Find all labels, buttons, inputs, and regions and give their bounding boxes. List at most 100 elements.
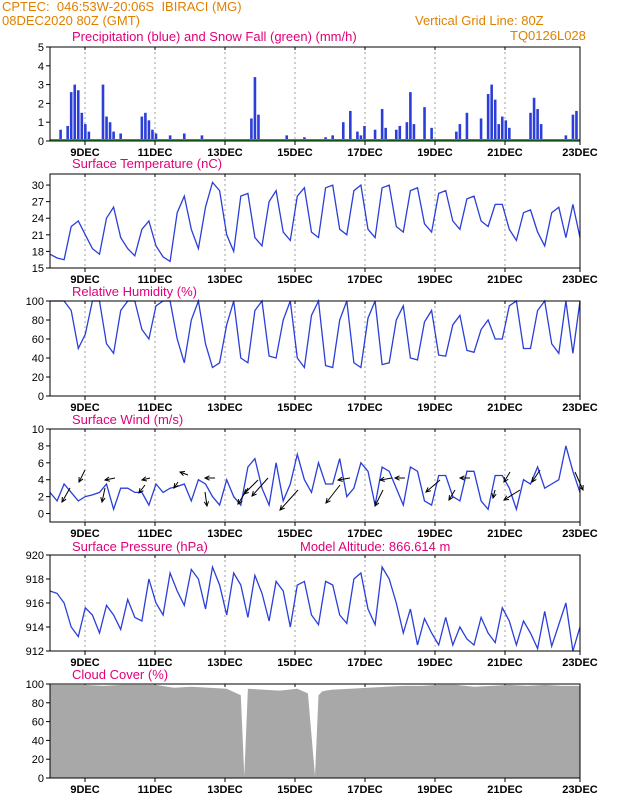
wind-arrow (503, 471, 511, 483)
x-tick-label: 9DEC (70, 528, 99, 540)
panel-frame (49, 683, 581, 779)
wind-arrows (61, 469, 584, 511)
precip-bar (144, 112, 147, 141)
panel-frame (49, 554, 581, 652)
precip-bar (341, 122, 345, 141)
x-tick-label: 9DEC (70, 657, 99, 669)
y-tick-label: 20 (32, 754, 44, 766)
wind-arrow-head (251, 491, 257, 497)
precip-bar (76, 90, 80, 141)
series-line (49, 445, 581, 512)
precip-bar (112, 131, 115, 141)
cloud-area (50, 684, 580, 778)
x-tick-label: 9DEC (70, 784, 99, 796)
wind-arrow-head (237, 498, 243, 505)
precip-bar (409, 92, 412, 141)
precip-bar (405, 122, 409, 141)
wind-arrow-head (279, 505, 285, 511)
precip-bar (200, 135, 204, 141)
precip-bar (497, 124, 501, 141)
precip-bar (69, 92, 73, 141)
x-tick-label: 21DEC (487, 402, 523, 414)
x-tick-label: 21DEC (487, 657, 523, 669)
wind-arrow-head (61, 496, 67, 503)
precip-bar (532, 97, 536, 141)
wind-arrow (78, 469, 86, 483)
precip-bar (363, 125, 366, 141)
x-tick-label: 19DEC (417, 657, 453, 669)
wind-arrow-head (531, 476, 537, 483)
x-tick-label: 13DEC (207, 528, 243, 540)
precip-bar (380, 109, 384, 141)
panel-title: Surface Wind (m/s) (72, 412, 183, 427)
precip-bar (575, 110, 578, 141)
x-tick-label: 11DEC (138, 402, 173, 414)
precip-bar (349, 110, 352, 141)
precip-bar (479, 118, 483, 141)
wind-arrow (243, 479, 259, 495)
y-tick-label: 80 (32, 698, 44, 710)
y-tick-label: 100 (26, 296, 44, 308)
y-tick-label: 18 (32, 246, 44, 258)
wind-arrow (237, 487, 249, 505)
x-tick-label: 15DEC (277, 784, 313, 796)
wind-arrow-head (100, 497, 106, 504)
wind-arrow-head (103, 476, 110, 482)
x-tick-label: 17DEC (347, 402, 383, 414)
precip-bar (412, 124, 416, 141)
precip-bar (465, 112, 469, 141)
wind-arrow (204, 491, 208, 507)
wind-arrow-head (243, 489, 249, 495)
precip-bar (500, 116, 504, 141)
panel-title: Surface Temperature (nC) (72, 156, 222, 171)
y-tick-label: 15 (32, 263, 44, 275)
precip-bar (564, 135, 568, 141)
wind-arrow (374, 489, 384, 507)
x-tick-label: 13DEC (207, 402, 243, 414)
wind-arrow-head (336, 476, 343, 482)
wind-arrow (173, 481, 179, 489)
precip-bar (384, 127, 387, 141)
panel-frame (49, 300, 581, 397)
x-tick-label: 21DEC (487, 274, 523, 286)
series-line (49, 180, 581, 263)
x-tick-label: 11DEC (138, 784, 173, 796)
wind-arrow (251, 477, 269, 497)
precip-bar (571, 114, 575, 141)
y-tick-label: 0 (38, 136, 44, 148)
y-tick-label: 0 (38, 391, 44, 403)
wind-arrow-head (325, 498, 331, 504)
precip-bar (101, 84, 105, 141)
x-tick-label: 19DEC (417, 274, 453, 286)
panel-2 (46, 298, 581, 400)
precip-bar (182, 133, 186, 141)
y-tick-label: 916 (26, 598, 44, 610)
precip-bar (59, 129, 62, 141)
precip-bar (359, 135, 363, 141)
y-tick-label: 3 (38, 80, 44, 92)
x-tick-label: 15DEC (277, 528, 313, 540)
precip-bar (486, 94, 490, 141)
wind-arrow-head (203, 501, 209, 508)
precip-bar (80, 112, 84, 141)
wind-arrow-head (491, 493, 497, 500)
precip-bar (119, 133, 122, 141)
x-tick-label: 17DEC (347, 528, 383, 540)
wind-arrow-head (138, 487, 144, 494)
x-tick-label: 13DEC (207, 274, 243, 286)
x-tick-label: 13DEC (207, 147, 243, 159)
x-tick-label: 19DEC (417, 528, 453, 540)
model-code: TQ0126L028 (510, 28, 586, 43)
x-tick-label: 11DEC (138, 528, 173, 540)
x-tick-label: 9DEC (70, 402, 99, 414)
precip-bar (250, 118, 253, 141)
y-tick-label: 2 (38, 492, 44, 504)
y-tick-label: 5 (38, 42, 44, 54)
wind-arrow-head (140, 476, 147, 482)
precip-bar (430, 127, 433, 141)
x-tick-label: 23DEC (562, 402, 598, 414)
panel-title: Cloud Cover (%) (72, 667, 168, 682)
y-tick-label: 40 (32, 353, 44, 365)
precip-bar (458, 124, 462, 141)
panel-frame (49, 173, 581, 269)
